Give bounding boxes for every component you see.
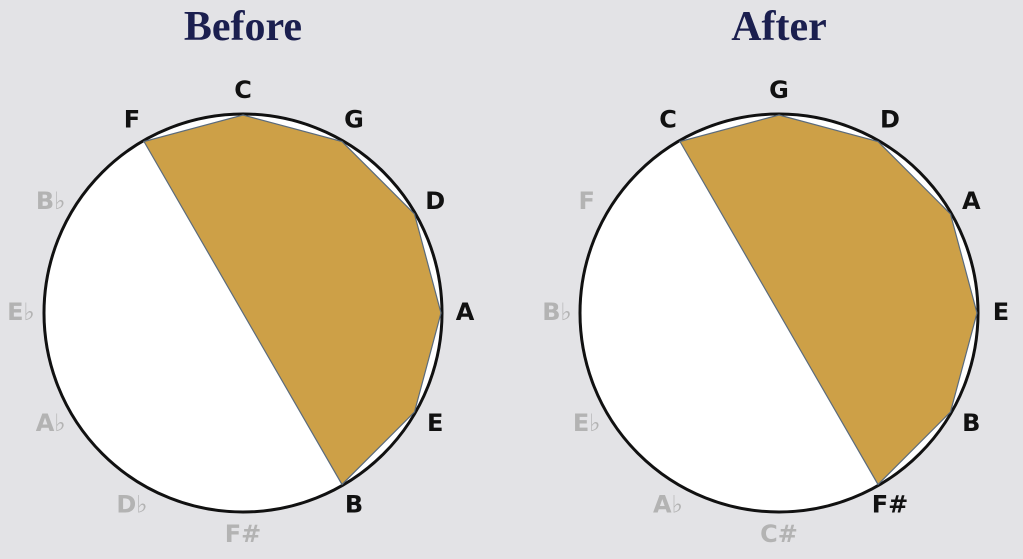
note-label: D — [880, 106, 900, 134]
note-label: B — [962, 409, 980, 437]
note-label: A♭ — [653, 490, 683, 518]
scale-polygon — [679, 114, 978, 486]
note-label: C# — [760, 520, 798, 548]
note-label: C — [659, 106, 677, 134]
note-label: D♭ — [116, 490, 147, 518]
note-label: E♭ — [7, 298, 35, 326]
note-label: G — [344, 106, 364, 134]
note-label: A♭ — [36, 409, 66, 437]
note-label: E♭ — [573, 409, 601, 437]
note-label: F# — [872, 490, 909, 518]
note-label: F — [579, 187, 595, 215]
note-label: F — [124, 106, 140, 134]
panel-title: Before — [184, 4, 302, 50]
note-label: B — [345, 490, 363, 518]
note-label: C — [234, 76, 252, 104]
note-label: G — [769, 76, 789, 104]
note-label: F# — [225, 520, 262, 548]
note-label: E — [993, 298, 1009, 326]
note-label: B♭ — [36, 187, 66, 215]
note-label: D — [425, 187, 445, 215]
note-label: A — [962, 187, 981, 215]
note-label: A — [456, 298, 475, 326]
note-label: E — [427, 409, 443, 437]
scale-polygon — [143, 114, 442, 486]
note-label: B♭ — [542, 298, 572, 326]
panel-title: After — [731, 4, 827, 50]
